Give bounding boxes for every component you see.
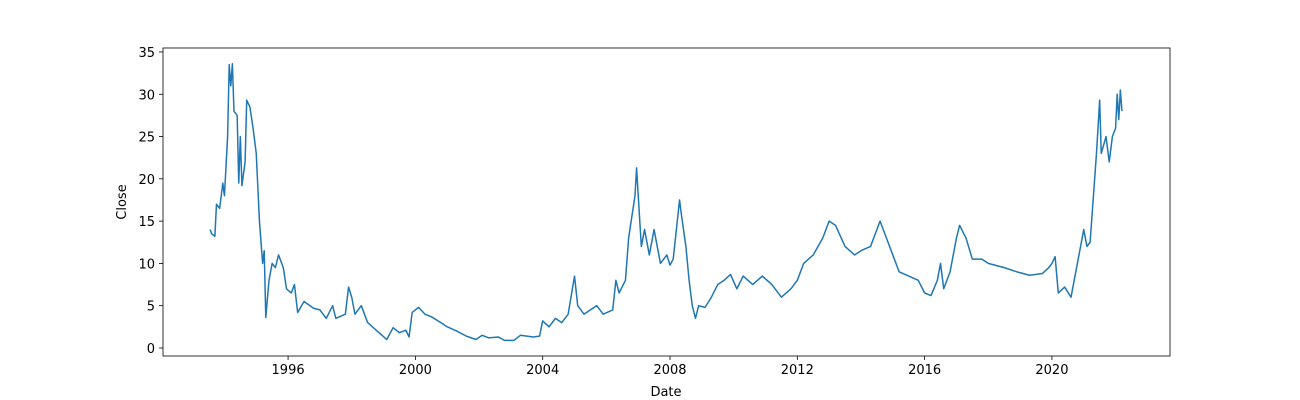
y-tick-label: 25 <box>138 131 155 146</box>
y-tick-label: 35 <box>138 46 155 61</box>
y-tick-label: 15 <box>138 215 155 230</box>
x-tick-label: 2012 <box>781 363 814 378</box>
y-tick-label: 5 <box>147 300 155 315</box>
y-axis-label: Close <box>115 184 130 219</box>
axes-frame <box>162 47 1171 357</box>
y-tick-label: 30 <box>138 88 155 103</box>
y-tick-label: 10 <box>138 257 155 272</box>
line-series <box>209 63 1123 342</box>
y-tick-label: 0 <box>147 342 155 357</box>
x-tick-label: 2008 <box>653 363 686 378</box>
x-tick-label: 2020 <box>1035 363 1068 378</box>
x-tick-label: 2004 <box>526 363 559 378</box>
x-tick-label: 1996 <box>272 363 305 378</box>
x-tick-label: 2016 <box>908 363 941 378</box>
x-axis-label: Date <box>650 385 681 400</box>
y-tick-label: 20 <box>138 173 155 188</box>
x-tick-label: 2000 <box>399 363 432 378</box>
